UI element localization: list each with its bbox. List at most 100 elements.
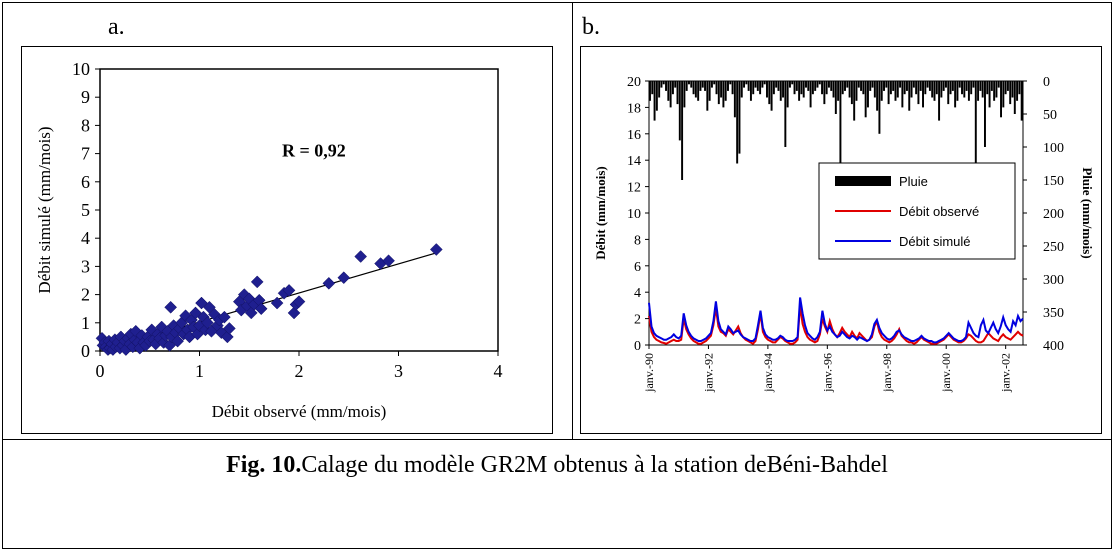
figure-caption: Fig. 10.Calage du modèle GR2M obtenus à … xyxy=(0,452,1114,479)
y2-tick-label: 100 xyxy=(1043,141,1064,156)
y2-tick-label: 50 xyxy=(1043,108,1057,123)
rain-bar xyxy=(1004,81,1007,95)
x-tick-label: janv.-94 xyxy=(761,353,775,393)
rain-bar xyxy=(704,81,707,91)
rain-bar xyxy=(869,81,872,91)
rain-bar xyxy=(743,81,746,88)
rain-bar xyxy=(837,81,840,101)
rain-bar xyxy=(733,81,736,118)
y-tick-label: 3 xyxy=(81,256,90,276)
rain-bar xyxy=(738,81,741,154)
y2-tick-label: 300 xyxy=(1043,273,1064,288)
y-tick-label: 6 xyxy=(81,172,90,192)
rain-bar xyxy=(710,81,713,88)
y-tick-label: 20 xyxy=(627,75,641,90)
scatter-point xyxy=(164,300,177,314)
rain-bar xyxy=(977,81,980,101)
rain-bar xyxy=(928,81,931,91)
rain-bar xyxy=(1006,81,1009,91)
rain-bar xyxy=(662,81,665,85)
rain-bar xyxy=(763,81,766,85)
caption-text: Calage du modèle GR2M obtenus à la stati… xyxy=(301,452,888,478)
y-tick-label: 2 xyxy=(634,313,641,328)
rain-bar xyxy=(745,81,748,85)
scatter-point xyxy=(287,306,301,320)
rain-bar xyxy=(754,81,757,88)
y-tick-label: 18 xyxy=(627,101,641,116)
y2-tick-label: 0 xyxy=(1043,75,1050,90)
y-tick-label: 16 xyxy=(627,128,641,143)
y-tick-label: 0 xyxy=(81,341,90,361)
x-tick-label: 3 xyxy=(394,361,403,381)
rain-bar xyxy=(871,81,874,88)
rain-bar xyxy=(942,81,945,91)
y-tick-label: 6 xyxy=(634,260,641,275)
rain-bar xyxy=(855,81,858,101)
rain-bar xyxy=(839,81,842,227)
rain-bar xyxy=(759,81,762,95)
scatter-point xyxy=(322,276,336,290)
table-divider-vertical xyxy=(572,2,573,440)
rain-bar xyxy=(795,81,798,91)
rain-bar xyxy=(766,81,768,98)
rain-bar xyxy=(678,81,681,141)
rain-bar xyxy=(889,81,892,95)
y-tick-label: 12 xyxy=(627,181,641,196)
rain-bar xyxy=(981,81,984,98)
plot-area xyxy=(99,68,499,352)
rain-bar xyxy=(915,81,918,95)
scatter-point xyxy=(222,322,236,335)
panel-b-label: b. xyxy=(582,14,600,40)
rain-bar xyxy=(926,81,929,88)
rain-bar xyxy=(892,81,895,91)
rain-bar xyxy=(825,81,828,95)
rain-bar xyxy=(993,81,996,101)
rain-bar xyxy=(731,81,734,95)
y-axis-label: Débit simulé (mm/mois) xyxy=(35,126,54,293)
rain-bar xyxy=(1009,81,1012,105)
x-tick-label: 4 xyxy=(494,361,503,381)
y2-axis-label: Pluie (mm/mois) xyxy=(1080,167,1095,258)
rain-bar xyxy=(931,81,934,98)
rain-bar xyxy=(736,81,739,164)
rain-bar xyxy=(1020,81,1023,121)
rain-bar xyxy=(922,81,924,108)
y-tick-label: 9 xyxy=(81,87,90,107)
x-tick-label: janv.-98 xyxy=(880,353,894,393)
x-tick-label: janv.-00 xyxy=(939,353,953,393)
y-tick-label: 4 xyxy=(81,228,90,248)
rain-bar xyxy=(688,81,690,85)
rain-bar xyxy=(924,81,927,95)
rain-bar xyxy=(935,81,938,95)
x-tick-label: janv.-02 xyxy=(999,353,1013,393)
y-tick-label: 7 xyxy=(81,144,90,164)
rain-bar xyxy=(807,81,810,91)
rain-bar xyxy=(967,81,970,101)
rain-bar xyxy=(878,81,881,134)
rain-bar xyxy=(706,81,709,111)
rain-bar xyxy=(798,81,801,101)
scatter-point xyxy=(382,254,395,268)
rain-bar xyxy=(834,81,837,114)
panel-a-label: a. xyxy=(108,14,125,40)
rain-bar xyxy=(949,81,952,95)
rain-bar xyxy=(912,81,915,88)
scatter-point xyxy=(171,334,184,348)
x-tick-label: 0 xyxy=(96,361,105,381)
y-tick-label: 8 xyxy=(81,115,90,135)
x-tick-label: janv.-90 xyxy=(642,353,656,393)
rain-bar xyxy=(685,81,688,91)
y-tick-label: 8 xyxy=(634,233,641,248)
rain-bar xyxy=(938,81,941,121)
rain-bar xyxy=(784,81,787,147)
rain-bar xyxy=(848,81,851,98)
rain-bar xyxy=(876,81,879,111)
rain-bar xyxy=(830,81,833,91)
rain-bar xyxy=(883,81,885,91)
rain-bar xyxy=(674,81,677,88)
rain-bar xyxy=(903,81,906,95)
rain-bar xyxy=(802,81,805,98)
y2-tick-label: 250 xyxy=(1043,240,1064,255)
rain-bar xyxy=(653,81,656,121)
